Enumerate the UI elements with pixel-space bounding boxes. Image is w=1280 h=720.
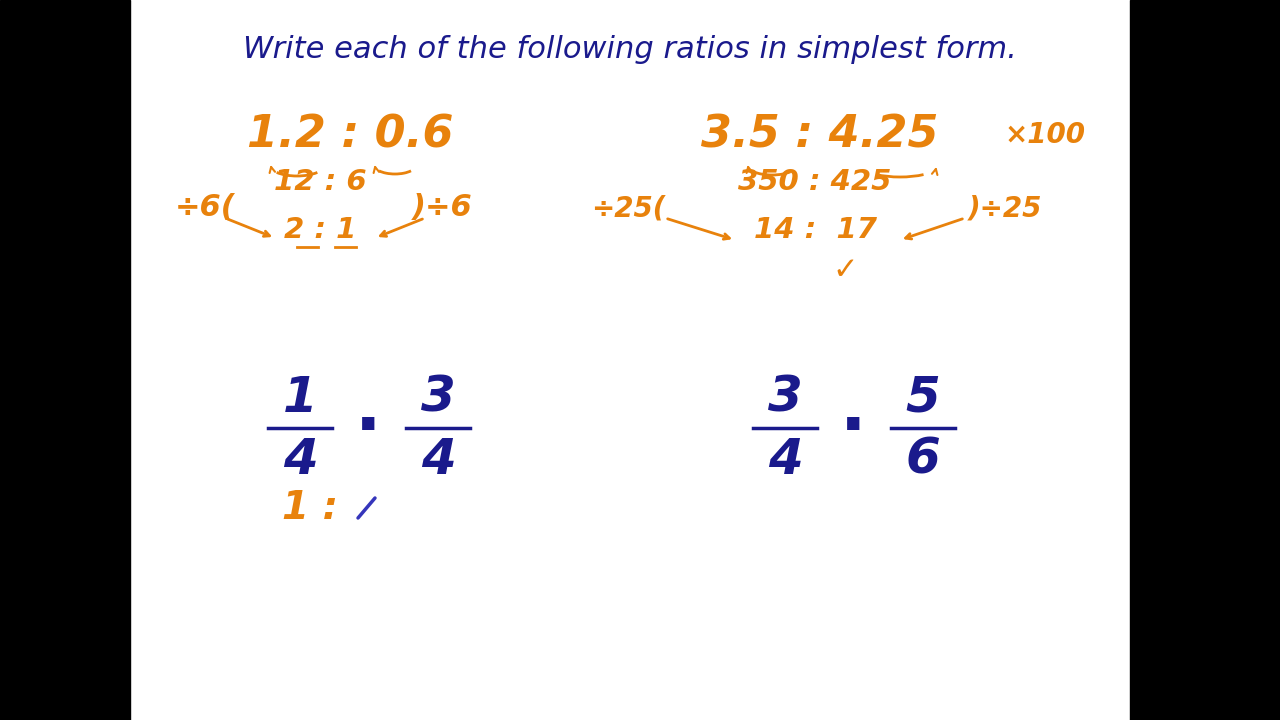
Text: 1.2 : 0.6: 1.2 : 0.6	[247, 114, 453, 156]
Text: 12 : 6: 12 : 6	[274, 168, 366, 196]
Text: ÷25(: ÷25(	[591, 194, 666, 222]
Text: 14 :  17: 14 : 17	[754, 216, 877, 244]
Bar	[0, 0, 131, 720]
Text: ·: ·	[840, 395, 867, 462]
Text: 4: 4	[421, 436, 456, 484]
Text: 2 : 1: 2 : 1	[284, 216, 356, 244]
Text: 6: 6	[906, 436, 941, 484]
Text: ·: ·	[355, 395, 381, 462]
Text: 4: 4	[768, 436, 803, 484]
Text: 3: 3	[768, 374, 803, 422]
Bar	[1130, 0, 1280, 720]
Text: 350 : 425: 350 : 425	[739, 168, 892, 196]
Text: ×100: ×100	[1005, 121, 1085, 149]
Text: 1 :: 1 :	[282, 489, 338, 527]
Text: )÷6: )÷6	[412, 194, 472, 222]
Text: 3.5 : 4.25: 3.5 : 4.25	[701, 114, 938, 156]
Text: 5: 5	[906, 374, 941, 422]
Text: Write each of the following ratios in simplest form.: Write each of the following ratios in si…	[243, 35, 1016, 64]
Text: 1: 1	[283, 374, 317, 422]
Text: ✓: ✓	[832, 256, 858, 284]
Text: 4: 4	[283, 436, 317, 484]
Text: )÷25: )÷25	[968, 194, 1042, 222]
Text: ÷6(: ÷6(	[174, 194, 236, 222]
Text: 3: 3	[421, 374, 456, 422]
